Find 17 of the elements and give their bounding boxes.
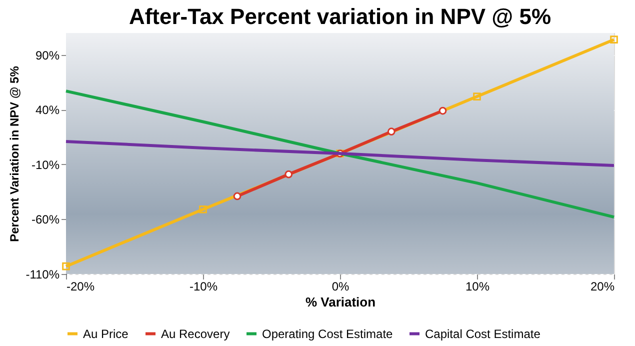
y-tick-label: -110% [26, 268, 60, 282]
legend-label: Operating Cost Estimate [262, 326, 394, 341]
x-axis-title: % Variation [305, 294, 376, 310]
y-tick-label: -60% [31, 212, 60, 227]
y-tick-label: 40% [35, 103, 60, 118]
x-tick-label: -10% [189, 280, 218, 294]
x-tick-label: 20% [590, 280, 615, 294]
y-axis-title: Percent Variation in NPV @ 5% [8, 66, 22, 242]
legend-label: Capital Cost Estimate [425, 326, 541, 341]
legend-label: Au Recovery [161, 326, 230, 341]
x-tick-label: 10% [465, 280, 490, 294]
legend-label: Au Price [83, 326, 129, 341]
chart-title: After-Tax Percent variation in NPV @ 5% [128, 4, 552, 29]
x-tick-label: 0% [332, 280, 350, 294]
y-tick-label: 90% [35, 48, 60, 62]
y-tick-label: -10% [31, 158, 60, 172]
x-tick-label: -20% [66, 280, 95, 294]
